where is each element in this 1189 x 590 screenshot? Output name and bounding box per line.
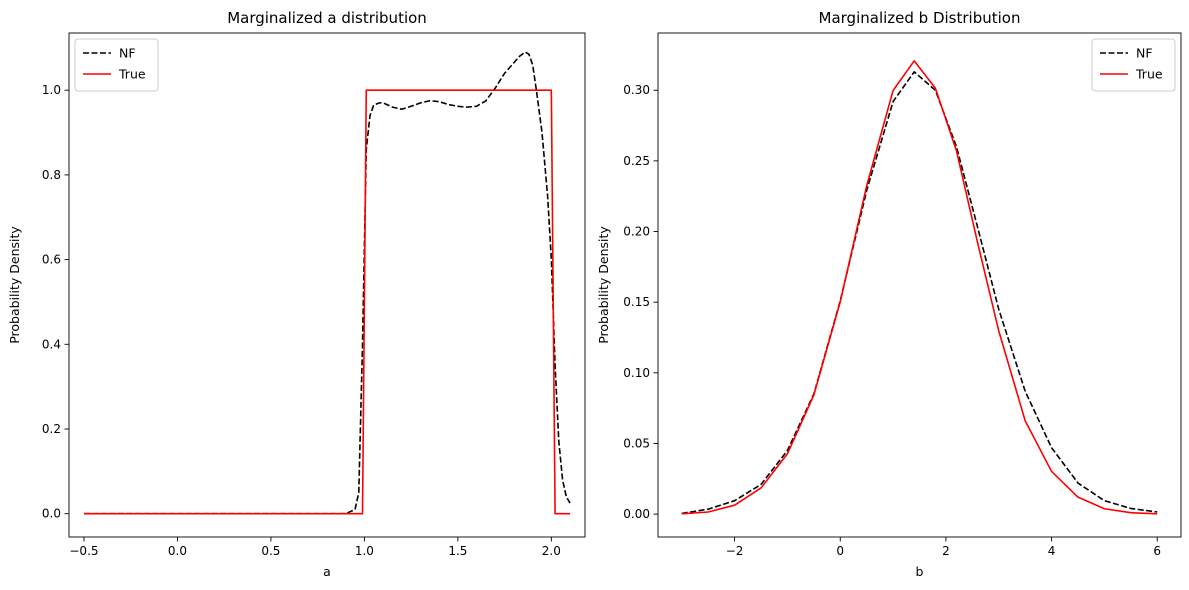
y-tick-label: 0.0 [42,507,61,521]
x-tick-label: 0 [836,544,844,558]
chart-panel-0: −0.5 0.0 0.5 1.0 1.5 2.0 0.0 0.2 0.4 0.6 0.8 1.0 Mar… [7,9,586,579]
x-tick-label: 0.0 [168,544,187,558]
plot-area [658,33,1181,537]
y-tick-label: 0.30 [623,83,650,97]
x-tick-label: 0.5 [261,544,280,558]
x-tick-label: 1.0 [355,544,374,558]
y-tick-label: 0.00 [623,507,650,521]
x-tick-label: 2 [942,544,950,558]
plot-area [69,33,585,537]
chart-title: Marginalized b Distribution [819,9,1021,27]
y-tick-label: 0.2 [42,422,61,436]
x-tick-label: −2 [726,544,744,558]
y-tick-label: 0.10 [623,366,650,380]
axes-frame [68,32,586,538]
legend: NF True [74,38,159,92]
y-tick-label: 0.8 [42,168,61,182]
x-tick-label: 4 [1048,544,1056,558]
legend: NF True [1091,38,1176,92]
y-tick-label: 1.0 [42,83,61,97]
chart-panel-1: −2 0 2 4 6 0.00 0.05 0.10 0.15 0.20 0.25 0.30 Margin… [596,9,1182,579]
x-tick-label: 1.5 [448,544,467,558]
legend-box [1091,38,1176,92]
y-tick-label: 0.25 [623,154,650,168]
series-line-true [681,60,1158,515]
chart-title: Marginalized a distribution [227,9,427,27]
axes-frame [657,32,1182,538]
series-line-nf [83,51,571,515]
legend-label: True [118,67,146,82]
y-tick-label: 0.4 [42,337,61,351]
series-line-nf [681,71,1158,515]
x-tick-label: 6 [1153,544,1161,558]
y-tick-label: 0.6 [42,253,61,267]
legend-label: NF [1136,46,1153,61]
y-tick-label: 0.15 [623,295,650,309]
y-axis-label: Probability Density [596,226,611,344]
legend-label: True [1135,67,1163,82]
legend-label: NF [119,46,136,61]
x-axis-label: a [323,564,331,579]
y-tick-label: 0.05 [623,436,650,450]
legend-box [74,38,159,92]
y-axis-label: Probability Density [7,226,22,344]
series-line-true [83,89,571,515]
y-tick-label: 0.20 [623,225,650,239]
x-tick-label: −0.5 [69,544,98,558]
x-axis-label: b [916,564,924,579]
x-tick-label: 2.0 [542,544,561,558]
